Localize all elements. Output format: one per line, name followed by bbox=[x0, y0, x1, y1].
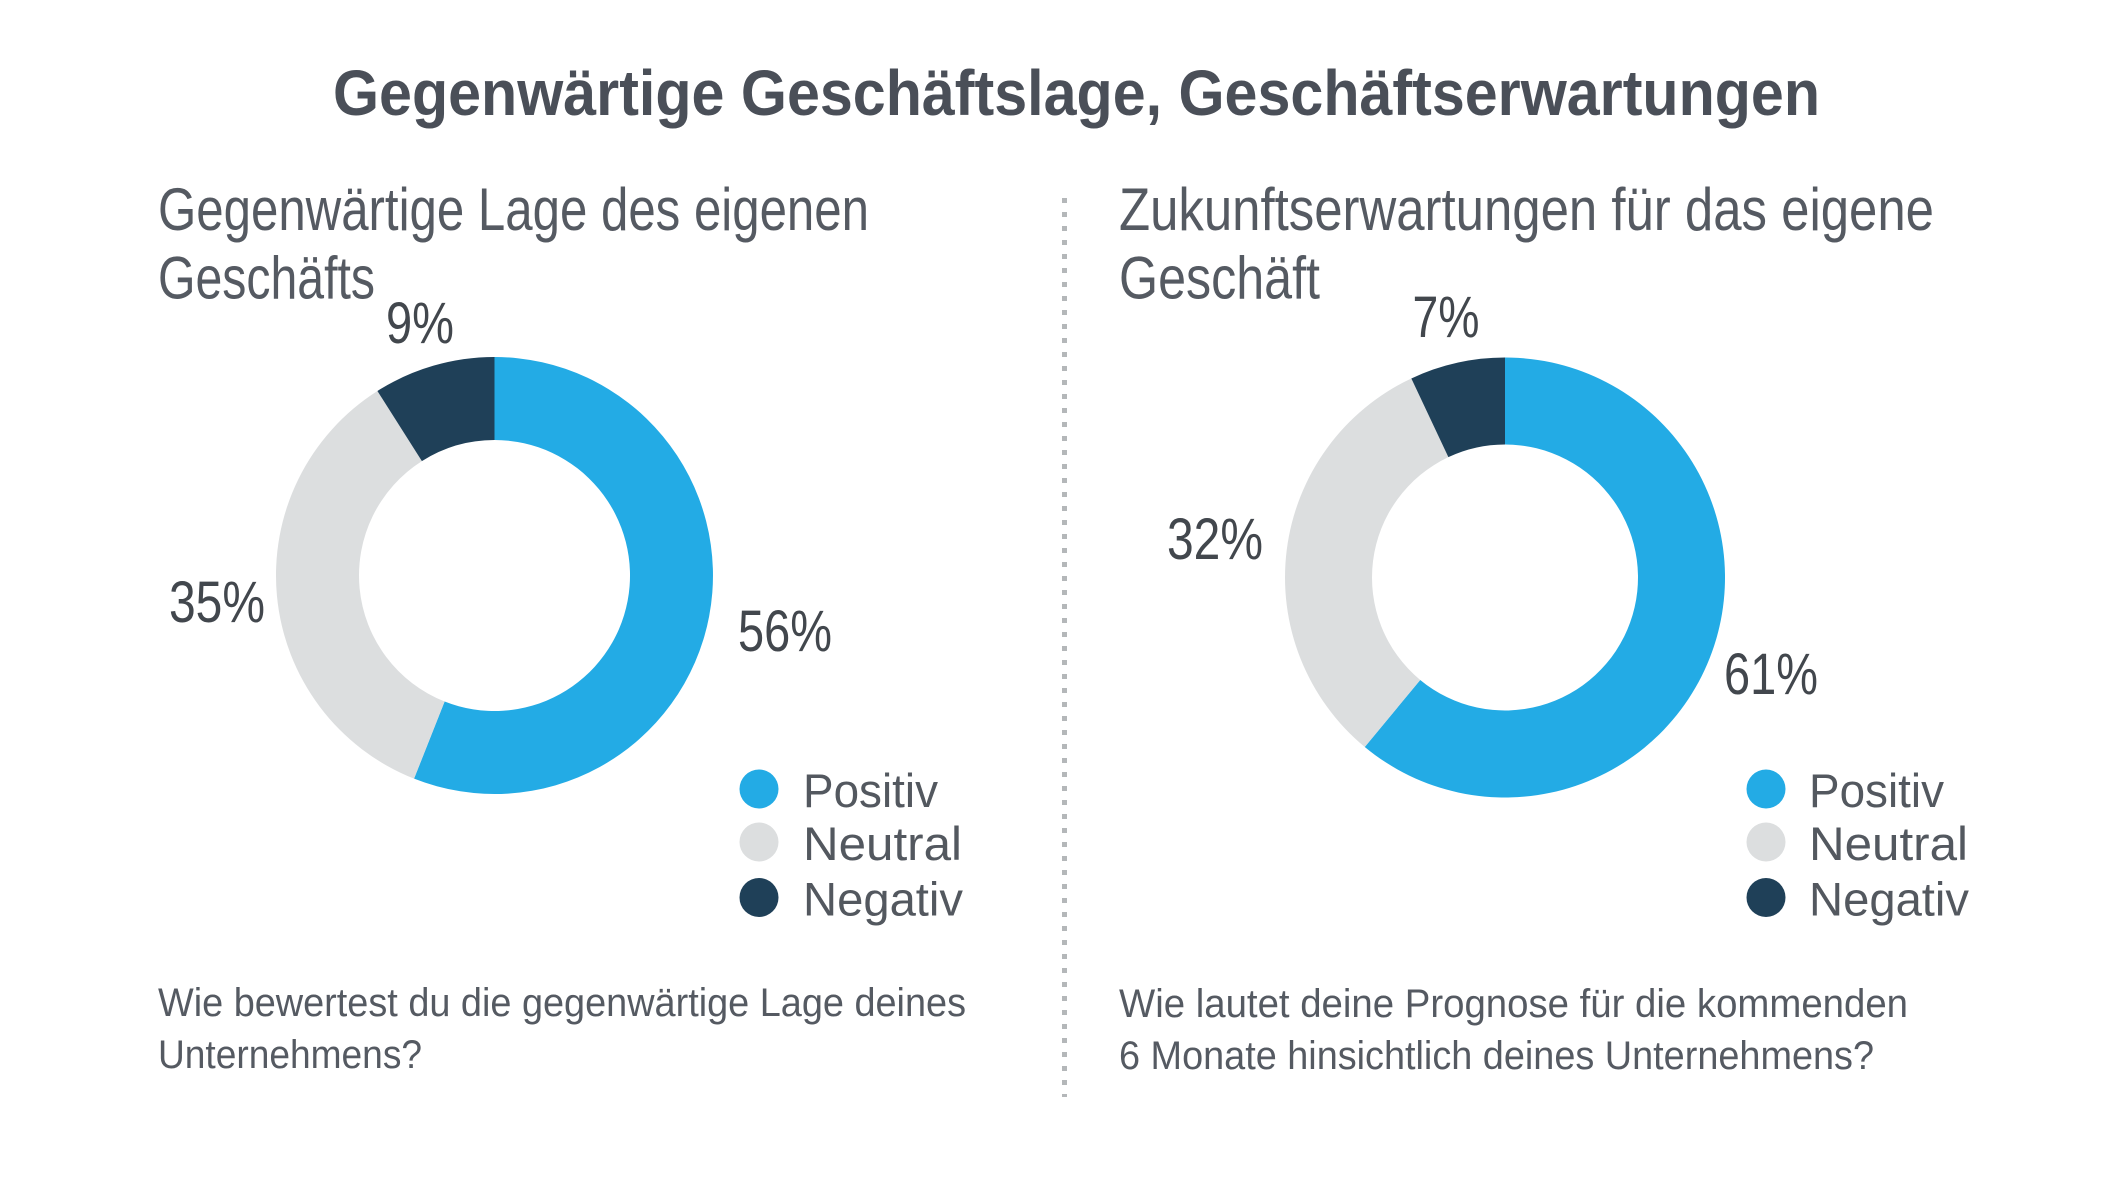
svg-text:Neutral: Neutral bbox=[803, 817, 962, 870]
svg-text:56%: 56% bbox=[738, 599, 832, 664]
svg-text:Geschäfts: Geschäfts bbox=[158, 245, 375, 312]
svg-text:Positiv: Positiv bbox=[803, 764, 938, 817]
svg-text:35%: 35% bbox=[169, 570, 265, 635]
svg-text:Zukunftserwartungen für das ei: Zukunftserwartungen für das eigene bbox=[1119, 176, 1934, 243]
svg-text:Neutral: Neutral bbox=[1809, 817, 1968, 870]
svg-text:Positiv: Positiv bbox=[1809, 764, 1944, 817]
svg-text:Gegenwärtige Geschäftslage, Ge: Gegenwärtige Geschäftslage, Geschäftserw… bbox=[333, 57, 1820, 129]
svg-text:7%: 7% bbox=[1413, 285, 1480, 350]
svg-text:32%: 32% bbox=[1167, 507, 1263, 572]
svg-text:61%: 61% bbox=[1724, 642, 1818, 707]
svg-text:Unternehmens?: Unternehmens? bbox=[158, 1033, 422, 1077]
svg-text:Wie lautet deine Prognose für: Wie lautet deine Prognose für die kommen… bbox=[1119, 982, 1908, 1026]
svg-text:Negativ: Negativ bbox=[1809, 873, 1970, 926]
svg-text:Gegenwärtige Lage des eigenen: Gegenwärtige Lage des eigenen bbox=[158, 176, 869, 243]
svg-text:9%: 9% bbox=[386, 291, 454, 356]
svg-text:6 Monate hinsichtlich deines U: 6 Monate hinsichtlich deines Unternehmen… bbox=[1119, 1034, 1874, 1078]
svg-text:Geschäft: Geschäft bbox=[1119, 245, 1320, 312]
svg-text:Negativ: Negativ bbox=[803, 873, 964, 926]
svg-text:Wie bewertest du die gegenwärt: Wie bewertest du die gegenwärtige Lage d… bbox=[158, 981, 966, 1025]
